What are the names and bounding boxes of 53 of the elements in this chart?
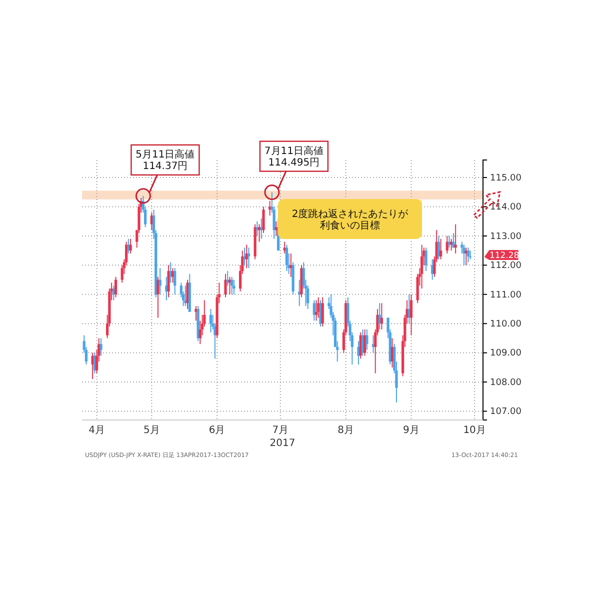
candlestick [209,308,212,333]
candlestick [232,279,236,295]
candlestick [439,238,442,260]
candlestick [452,232,455,248]
x-tick-label: 10月 [463,425,486,436]
y-tick-label: 113.00 [490,232,522,242]
x-axis-title: 2017 [270,438,296,449]
candlestick [167,264,170,298]
candlestick [314,300,318,322]
candlestick [156,276,160,318]
annotation: 7月11日高値 114.495円 [264,145,324,169]
candlestick [357,340,360,365]
x-tick-label: 4月 [88,425,105,436]
candlestick [424,247,428,272]
x-tick-label: 5月 [143,425,160,436]
candlestick [114,276,118,298]
candlestick [243,247,246,266]
y-tick-label: 112.00 [490,261,522,272]
candlestick [247,247,250,269]
candlestick [454,224,457,254]
y-tick-label: 111.00 [490,290,522,300]
x-tick-label: 9月 [403,425,420,436]
candlestick [224,273,227,298]
x-tick-label: 7月 [272,425,289,436]
candlestick [290,252,292,278]
candlestick [129,238,132,254]
candlestick [466,247,470,263]
y-tick-label: 108.00 [490,378,522,388]
candlestick [410,294,413,336]
candlestick [312,300,316,322]
candlestick [186,279,189,310]
candlestick [285,244,288,272]
annotation: 112.28 [489,250,520,261]
candlestick [366,328,368,350]
candlestick [230,276,234,295]
candlestick [380,302,383,330]
candlestick [462,244,466,266]
annotation: 5月11日高値 114.37円 [136,148,195,172]
annotation: 2度跳ね返されたあたりが利食いの目標 [292,208,410,232]
x-tick-label: 8月 [338,425,354,436]
y-tick-label: 109.00 [490,348,522,359]
candlestick [158,268,162,295]
candlestick [194,306,198,322]
x-tick-label: 6月 [208,425,226,436]
y-tick-label: 114.00 [490,202,522,213]
candlestick [262,206,265,234]
y-tick-label: 110.00 [490,319,522,330]
candlestick [174,268,176,295]
y-tick-label: 115.00 [490,173,522,184]
candlestick [100,338,102,356]
candlestick [319,300,322,328]
y-tick-label: 107.00 [490,407,522,418]
candlestick [321,296,324,328]
